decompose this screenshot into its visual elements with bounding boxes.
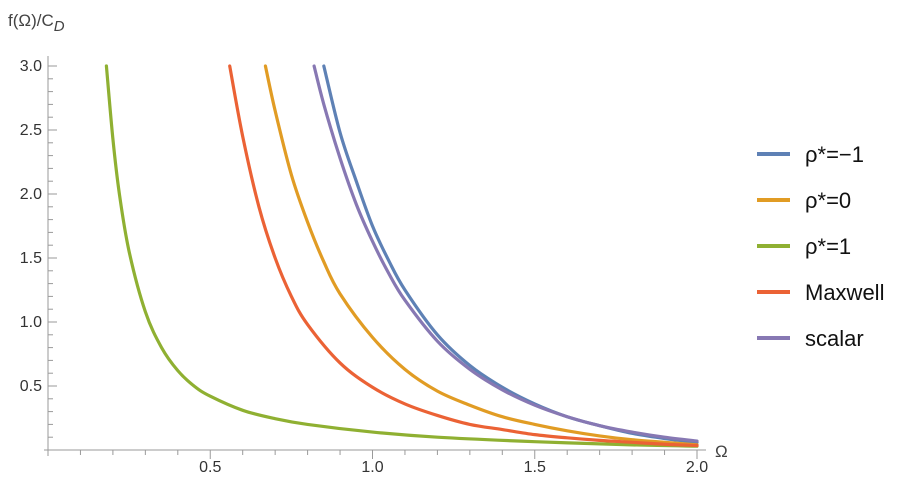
y-tick-label: 2.5 bbox=[20, 122, 42, 139]
y-tick-label: 2.0 bbox=[20, 186, 42, 203]
x-tick-label: 2.0 bbox=[686, 459, 708, 476]
y-ticks: 0.5 1.0 1.5 2.0 2.5 3.0 bbox=[20, 58, 57, 438]
y-tick-label: 1.5 bbox=[20, 250, 42, 267]
y-tick-label: 1.0 bbox=[20, 314, 42, 331]
y-tick-label: 0.5 bbox=[20, 378, 42, 395]
series-group bbox=[104, 64, 699, 448]
x-tick-label: 0.5 bbox=[199, 459, 221, 476]
axes: 0.5 1.0 1.5 2.0 0.5 1.0 1.5 2.0 2.5 3.0 bbox=[20, 56, 708, 476]
legend-label-rho-0: ρ*=0 bbox=[805, 188, 851, 213]
y-tick-label: 3.0 bbox=[20, 58, 42, 75]
series-line-rho-0 bbox=[263, 64, 699, 447]
legend-label-maxwell: Maxwell bbox=[805, 280, 884, 305]
legend-label-rho-1: ρ*=1 bbox=[805, 234, 851, 259]
legend-label-scalar: scalar bbox=[805, 326, 864, 351]
x-tick-label: 1.5 bbox=[524, 459, 546, 476]
y-axis-title-sub: D bbox=[54, 18, 65, 35]
legend-label-rho-minus-1: ρ*=−1 bbox=[805, 142, 864, 167]
y-axis-title: f(Ω)/CD bbox=[8, 11, 65, 35]
legend: ρ*=−1 ρ*=0 ρ*=1 Maxwell scalar bbox=[757, 142, 884, 351]
y-axis-title-main: f(Ω)/C bbox=[8, 11, 54, 30]
x-axis-title: Ω bbox=[715, 442, 728, 461]
series-line-maxwell bbox=[228, 64, 699, 448]
series-line-rho-1 bbox=[104, 64, 699, 448]
series-line-scalar bbox=[312, 64, 699, 443]
x-ticks: 0.5 1.0 1.5 2.0 bbox=[79, 450, 708, 476]
x-tick-label: 1.0 bbox=[361, 459, 383, 476]
